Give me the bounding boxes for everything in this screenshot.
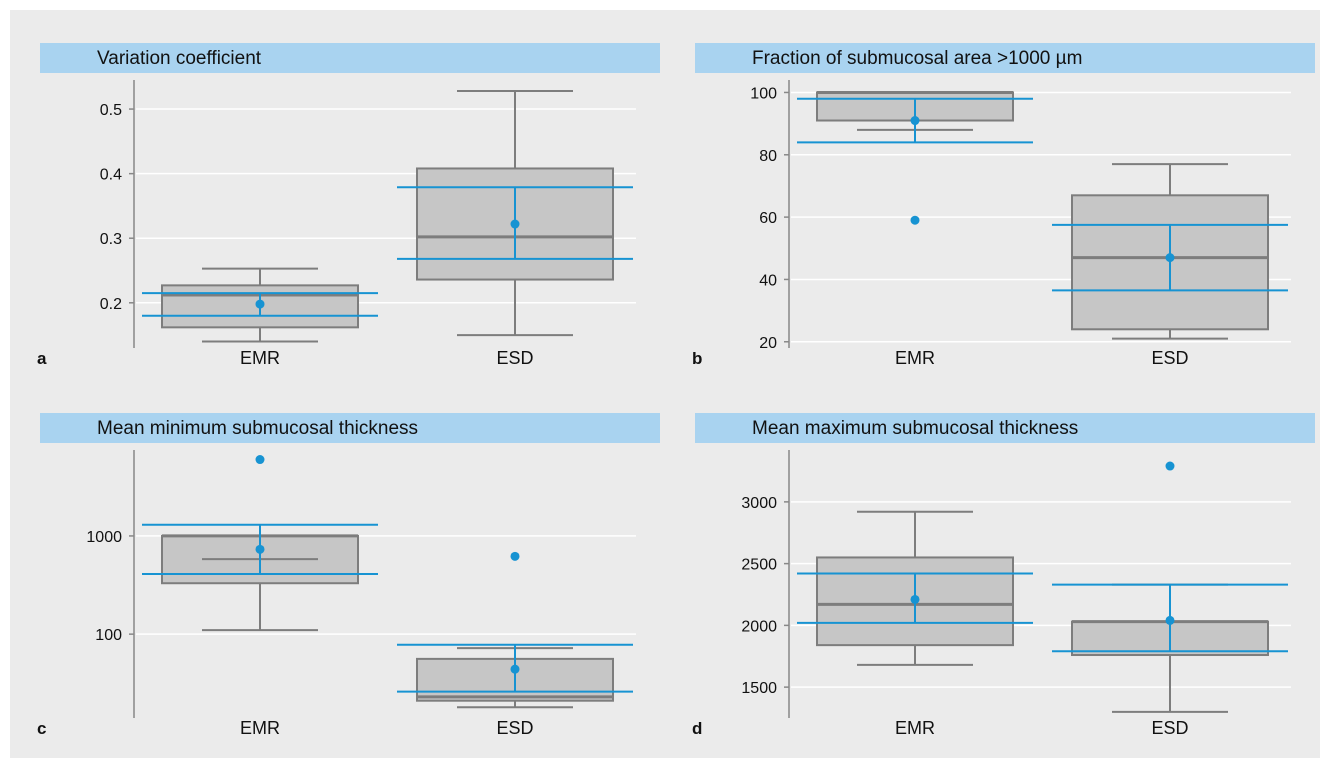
figure: Variation coefficient 0.2 0.3 0.4 0.5 a EMR ESD…: [10, 10, 1320, 758]
panel-d: Mean maximum submucosal thickness 1500 200…: [692, 413, 1315, 738]
y-tick-label: 2500: [741, 557, 777, 574]
mean-point: [1165, 615, 1175, 625]
category-label: ESD: [1151, 718, 1188, 738]
outlier-point: [510, 551, 520, 561]
panel-header: [40, 43, 660, 73]
panel-b: Fraction of submucosal area >1000 µm 20 40…: [692, 43, 1315, 368]
mean-point: [510, 219, 520, 229]
panel-c: Mean minimum submucosal thickness 100 1000…: [37, 413, 660, 738]
y-tick-label: 60: [759, 210, 777, 227]
category-label: ESD: [496, 348, 533, 368]
panel-header: [695, 43, 1315, 73]
y-tick-label: 80: [759, 148, 777, 165]
y-tick-label: 40: [759, 272, 777, 289]
panel-label: a: [37, 349, 47, 368]
panel-label: d: [692, 719, 702, 738]
y-tick-label: 1000: [86, 529, 122, 546]
y-tick-label: 0.3: [100, 231, 122, 248]
group-esd: ESD: [1052, 461, 1288, 738]
mean-point: [910, 116, 920, 126]
panel-header: [40, 413, 660, 443]
group-emr: EMR: [142, 267, 378, 368]
y-tick-label: 1500: [741, 680, 777, 697]
category-label: EMR: [240, 348, 280, 368]
group-emr: EMR: [142, 455, 378, 738]
panel-title: Variation coefficient: [97, 48, 262, 69]
category-label: EMR: [895, 348, 935, 368]
outlier-point: [255, 455, 265, 465]
panel-title: Mean minimum submucosal thickness: [97, 418, 418, 439]
group-esd: ESD: [397, 551, 633, 738]
mean-point: [1165, 253, 1175, 263]
panel-title: Fraction of submucosal area >1000 µm: [752, 48, 1082, 69]
y-tick-label: 100: [95, 627, 122, 644]
panel-a: Variation coefficient 0.2 0.3 0.4 0.5 a EMR ESD: [37, 43, 660, 368]
group-esd: ESD: [397, 89, 633, 368]
panel-header: [695, 413, 1315, 443]
y-tick-label: 0.5: [100, 102, 122, 119]
category-label: EMR: [240, 718, 280, 738]
y-tick-label: 0.4: [100, 167, 122, 184]
panel-title: Mean maximum submucosal thickness: [752, 418, 1078, 439]
group-emr: EMR: [797, 90, 1033, 368]
panel-label: c: [37, 719, 46, 738]
category-label: ESD: [496, 718, 533, 738]
y-tick-label: 20: [759, 335, 777, 352]
y-tick-label: 2000: [741, 618, 777, 635]
mean-point: [255, 299, 265, 309]
group-emr: EMR: [797, 510, 1033, 738]
mean-point: [255, 544, 265, 554]
category-label: EMR: [895, 718, 935, 738]
mean-point: [910, 594, 920, 604]
group-esd: ESD: [1052, 163, 1288, 368]
mean-point: [510, 664, 520, 674]
outlier-point: [910, 215, 920, 225]
y-tick-label: 3000: [741, 495, 777, 512]
panel-label: b: [692, 349, 702, 368]
category-label: ESD: [1151, 348, 1188, 368]
y-tick-label: 0.2: [100, 296, 122, 313]
outlier-point: [1165, 461, 1175, 471]
y-tick-label: 100: [750, 85, 777, 102]
